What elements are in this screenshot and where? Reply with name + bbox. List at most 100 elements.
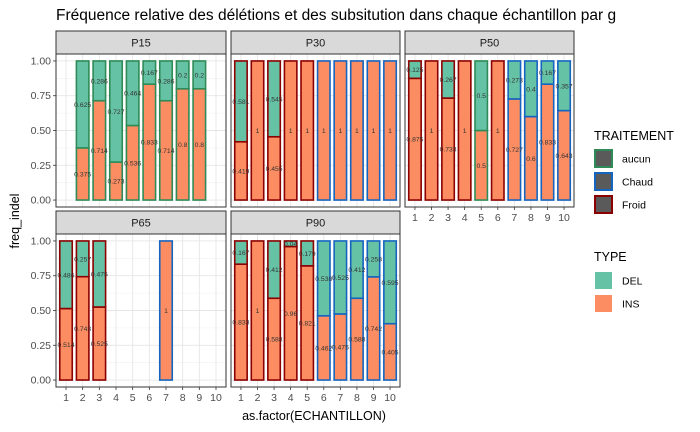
bar-label-ins: 0.455 xyxy=(266,166,283,173)
bar-label-del: 0.2 xyxy=(178,72,188,79)
y-tick-label: 0.00 xyxy=(31,195,52,207)
bar-label-del: 0.486 xyxy=(57,272,74,279)
x-axis: 1 2 3 4 5 6 7 8 9 10 xyxy=(63,387,222,404)
bar-ins-9 xyxy=(366,60,381,201)
bar-del-10 xyxy=(383,240,398,325)
bar-label-del: 0.357 xyxy=(556,83,573,90)
bar-ins-2 xyxy=(250,240,265,381)
legend-title-traitement: TRAITEMENT xyxy=(594,129,674,143)
bar-ins-4 xyxy=(457,60,472,201)
bar-label-del: 0.179 xyxy=(299,251,316,258)
x-axis: 1 2 3 4 5 6 7 8 9 10 xyxy=(412,207,570,224)
facet-panel-p65: P650.5140.4860.7430.2570.5250.47510.000.… xyxy=(31,210,227,404)
bar-label-del: 0.475 xyxy=(91,271,108,278)
x-tick-label: 3 xyxy=(271,392,277,404)
bar-del-3 xyxy=(267,240,282,300)
legend-label-aucun: aucun xyxy=(622,154,651,166)
bar-del-7 xyxy=(507,60,522,100)
bar-del-1 xyxy=(58,240,74,310)
bar-del-3 xyxy=(441,60,456,99)
bar-ins-4 xyxy=(283,60,298,201)
legend-title-type: TYPE xyxy=(594,250,627,264)
bar-del-6 xyxy=(142,60,157,85)
bar-label-del: 0.167 xyxy=(141,70,158,77)
bar-label-del: 0.727 xyxy=(107,109,124,116)
bar-del-9 xyxy=(366,240,381,278)
y-axis: 0.00 0.25 0.50 0.75 1.00 xyxy=(31,235,56,387)
x-tick-label: 9 xyxy=(196,392,202,404)
bar-label-ins: 0.833 xyxy=(232,320,249,327)
bar-label-ins: 0.821 xyxy=(299,320,316,327)
bar-label-ins: 0.727 xyxy=(506,147,523,154)
bar-del-5 xyxy=(125,60,140,127)
bar-del-5 xyxy=(300,240,315,267)
x-tick-label: 2 xyxy=(80,392,86,404)
bar-del-4 xyxy=(108,60,124,163)
legend-label-del: DEL xyxy=(622,276,643,288)
bar-label-ins: 0.462 xyxy=(315,345,332,352)
legend-key-del xyxy=(595,272,612,289)
bar-label-del: 0.412 xyxy=(266,267,283,274)
y-tick-label: 0.50 xyxy=(31,125,52,137)
bar-label-del: 0.525 xyxy=(332,275,349,282)
x-tick-label: 1 xyxy=(63,392,69,404)
x-tick-label: 9 xyxy=(545,212,551,224)
bar-label-ins: 1 xyxy=(289,128,293,135)
legend-key-ins xyxy=(595,295,612,312)
bar-label-del: 0.464 xyxy=(124,91,141,98)
bar-label-del: 0.167 xyxy=(539,70,556,77)
bar-ins-2 xyxy=(424,60,439,201)
bar-label-ins: 0.5 xyxy=(476,163,486,170)
bar-label-del: 0.595 xyxy=(382,280,399,287)
bar-label-ins: 0.8 xyxy=(178,142,188,149)
bar-label-ins: 1 xyxy=(463,128,467,135)
bar-del-9 xyxy=(540,60,555,85)
x-tick-label: 8 xyxy=(528,212,534,224)
facet-strip-label: P30 xyxy=(306,38,326,50)
y-tick-label: 0.25 xyxy=(31,160,52,172)
bar-ins-6 xyxy=(316,60,331,201)
bar-label-del: 0.581 xyxy=(232,99,249,106)
x-tick-label: 4 xyxy=(462,212,468,224)
bar-label-ins: 1 xyxy=(338,128,342,135)
bar-label-del: 0.267 xyxy=(440,77,457,84)
bar-del-10 xyxy=(557,60,572,112)
bar-label-del: 0.257 xyxy=(74,256,91,263)
bar-del-7 xyxy=(158,60,174,102)
x-tick-label: 10 xyxy=(384,392,396,404)
chart-title: Fréquence relative des délétions et des … xyxy=(56,7,616,24)
bar-del-7 xyxy=(333,240,348,315)
x-tick-label: 6 xyxy=(495,212,501,224)
bar-ins-8 xyxy=(349,60,364,201)
legend-label-froid: Froid xyxy=(622,200,646,212)
y-tick-label: 0.25 xyxy=(31,340,52,352)
y-tick-label: 1.00 xyxy=(31,235,52,247)
x-tick-label: 2 xyxy=(429,212,435,224)
x-tick-label: 5 xyxy=(130,392,136,404)
x-tick-label: 9 xyxy=(371,392,377,404)
x-tick-label: 6 xyxy=(321,392,327,404)
x-tick-label: 3 xyxy=(445,212,451,224)
bar-label-del: 0.625 xyxy=(74,102,91,109)
bar-label-ins: 0.96 xyxy=(284,311,297,318)
x-tick-label: 5 xyxy=(478,212,484,224)
bar-label-del: 0.412 xyxy=(348,267,365,274)
bar-label-ins: 1 xyxy=(355,128,359,135)
bar-ins-7 xyxy=(333,60,348,201)
x-tick-label: 1 xyxy=(412,212,418,224)
bar-label-ins: 0.714 xyxy=(91,148,108,155)
bar-del-3 xyxy=(267,60,282,138)
bar-label-del: 0.273 xyxy=(506,77,523,84)
x-tick-label: 5 xyxy=(304,392,310,404)
bar-label-del: 0.286 xyxy=(157,78,174,85)
legend: TRAITEMENT aucun Chaud Froid TYPE DEL INS xyxy=(594,129,674,312)
bar-del-8 xyxy=(523,60,538,118)
bar-label-del: 0.538 xyxy=(315,276,332,283)
bar-label-ins: 1 xyxy=(322,128,326,135)
bar-del-3 xyxy=(92,60,107,102)
y-axis: 0.00 0.25 0.50 0.75 1.00 xyxy=(31,55,56,207)
facet-strip-label: P50 xyxy=(480,38,500,50)
bar-label-ins: 0.714 xyxy=(157,148,174,155)
x-tick-label: 7 xyxy=(163,392,169,404)
facet-panel-p90: P90 0.833 0.167 1 0.588 0.412 0.96 0.04 0.821 0.1… xyxy=(230,210,401,404)
